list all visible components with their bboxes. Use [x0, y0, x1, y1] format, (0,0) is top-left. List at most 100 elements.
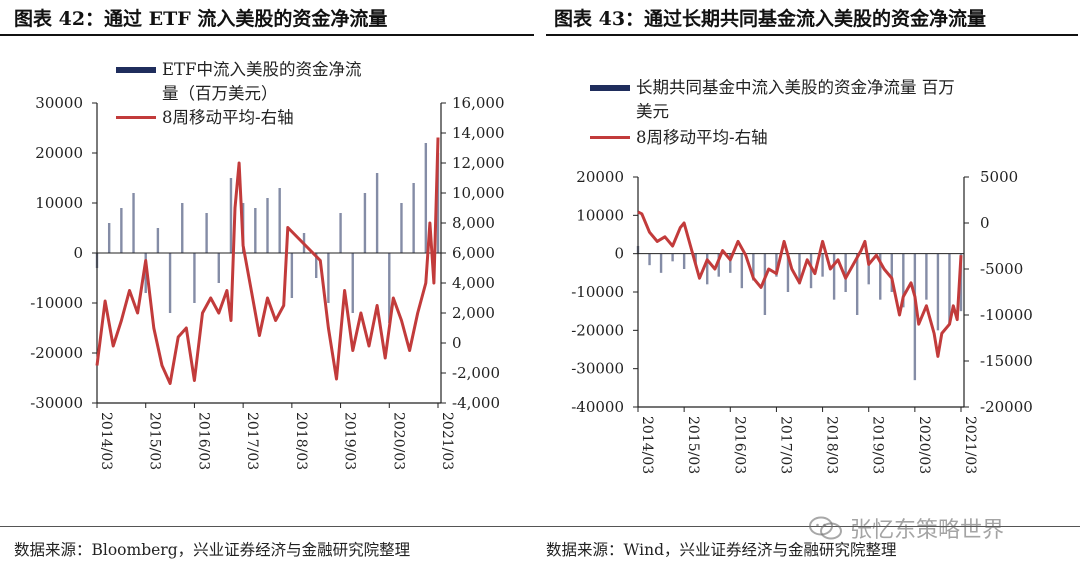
mf-bar-16	[821, 253, 824, 277]
etf-left-tick-label-2: 10000	[35, 194, 83, 212]
etf-x-tick-label-5: 2019/03	[342, 412, 358, 470]
etf-right-tick-label-1: 14,000	[452, 124, 505, 142]
mf-x-tick-label-1: 2015/03	[685, 416, 701, 474]
mf-left-tick-label-3: -10000	[571, 283, 624, 301]
mf-bar-23	[902, 253, 905, 308]
etf-bar-22	[363, 193, 367, 253]
etf-bar-7	[181, 203, 184, 253]
etf-flow-chart: 30000 20000 10000 0 -10000 -20000 -30000 16,000…	[30, 94, 505, 470]
etf-line-series	[95, 137, 440, 385]
mf-left-tick-label-4: -20000	[571, 321, 624, 339]
mf-right-tick-label-5: -20000	[980, 398, 1033, 416]
mf-bar-series	[636, 246, 963, 381]
mf-bar-8	[729, 253, 732, 273]
mf-bar-17	[832, 253, 836, 300]
mf-x-tick-label-5: 2019/03	[870, 416, 886, 474]
etf-right-tick-label-7: 2,000	[452, 304, 495, 322]
etf-bar-28	[436, 153, 440, 253]
mf-bar-9	[740, 253, 744, 289]
mf-line-series	[637, 210, 963, 358]
etf-x-tick-label-0: 2014/03	[98, 412, 114, 470]
mf-bar-3	[671, 253, 674, 262]
etf-x-tick-label-2: 2016/03	[195, 412, 211, 470]
legend-bar-label: ETF中流入美股的资金净流 量（百万美元）	[162, 60, 362, 103]
legend-line-label: 8周移动平均-右轴	[636, 128, 768, 147]
etf-bar-25	[400, 203, 403, 253]
mf-bar-6	[706, 253, 709, 285]
legend-bar-swatch	[590, 85, 630, 91]
etf-bar-3	[132, 193, 135, 253]
etf-bar-series	[95, 143, 440, 323]
mf-left-tick-label-5: -30000	[571, 360, 624, 378]
chart-panel-etf: 图表 42：通过 ETF 流入美股的资金净流量 30000 20000 10000 0…	[0, 0, 540, 525]
legend-line-entry: 8周移动平均-右轴	[116, 106, 294, 130]
etf-left-tick-label-3: 0	[73, 244, 83, 262]
etf-bar-5	[156, 228, 160, 253]
etf-bar-21	[351, 253, 354, 313]
mf-bar-20	[867, 253, 870, 285]
legend-line-swatch	[590, 136, 630, 139]
etf-bar-8	[193, 253, 196, 303]
chart-panel-mutual-fund: 图表 43：通过长期共同基金流入美股的资金净流量 20000 10000 0 -100…	[540, 0, 1080, 525]
etf-right-tick-label-9: -2,000	[452, 364, 500, 382]
source-note-right: 数据来源：Wind，兴业证券经济与金融研究院整理	[546, 541, 897, 559]
etf-left-tick-label-5: -20000	[30, 344, 83, 362]
etf-left-tick-label-6: -30000	[30, 394, 83, 412]
title-underline	[0, 34, 534, 36]
etf-bar-11	[229, 178, 233, 253]
mf-bar-24	[913, 253, 917, 381]
etf-bar-9	[205, 213, 208, 253]
etf-bar-19	[327, 253, 330, 303]
mf-bar-26	[936, 253, 940, 331]
mf-right-tick-label-1: 0	[980, 214, 990, 232]
legend-bar-entry: ETF中流入美股的资金净流 量（百万美元）	[116, 58, 416, 106]
mf-left-tick-label-6: -40000	[571, 398, 624, 416]
mf-bar-7	[717, 253, 720, 277]
etf-bar-13	[254, 208, 257, 253]
etf-bar-2	[120, 208, 123, 253]
figure-title: 图表 43：通过长期共同基金流入美股的资金净流量	[554, 8, 987, 30]
footer-divider	[0, 526, 1080, 527]
etf-right-tick-label-2: 12,000	[452, 154, 505, 172]
mf-bar-21	[879, 253, 882, 300]
legend-bar-entry: 长期共同基金中流入美股的资金净流量 百万 美元	[590, 76, 1050, 124]
etf-x-tick-label-6: 2020/03	[390, 412, 406, 470]
watermark: 张忆东策略世界	[808, 512, 1004, 544]
etf-right-tick-label-10: -4,000	[452, 394, 500, 412]
etf-bar-27	[424, 143, 428, 253]
etf-right-tick-label-3: 10,000	[452, 184, 505, 202]
etf-right-tick-label-8: 0	[452, 334, 462, 352]
etf-bar-18	[315, 253, 318, 278]
mf-x-tick-label-4: 2018/03	[824, 416, 840, 474]
title-underline	[546, 34, 1078, 36]
source-note-left: 数据来源：Bloomberg，兴业证券经济与金融研究院整理	[14, 541, 411, 559]
mf-bar-18	[844, 253, 847, 292]
wechat-icon	[809, 516, 842, 540]
legend-bar-label: 长期共同基金中流入美股的资金净流量 百万 美元	[636, 78, 955, 121]
mf-bar-27	[948, 253, 951, 323]
etf-right-tick-label-0: 16,000	[452, 94, 505, 112]
mf-x-tick-label-6: 2020/03	[916, 416, 932, 474]
mf-bar-22	[890, 253, 893, 292]
mf-bar-4	[682, 253, 686, 269]
legend-line-swatch	[116, 116, 156, 119]
mf-bar-13	[786, 253, 790, 292]
mutual-fund-flow-chart: 20000 10000 0 -10000 -20000 -30000 -40000 5000 0…	[571, 168, 1033, 474]
etf-bar-20	[339, 213, 342, 253]
mf-bar-14	[798, 253, 801, 285]
watermark-text: 张忆东策略世界	[850, 518, 1005, 543]
etf-bar-23	[375, 173, 379, 253]
etf-left-tick-label-4: -10000	[30, 294, 83, 312]
etf-bar-26	[412, 183, 415, 253]
mf-bar-1	[648, 253, 651, 266]
etf-bar-14	[266, 198, 269, 253]
mf-right-tick-label-0: 5000	[980, 168, 1018, 186]
mf-x-tick-label-0: 2014/03	[639, 416, 655, 474]
etf-right-tick-label-6: 4,000	[452, 274, 495, 292]
mf-bar-11	[763, 253, 767, 315]
etf-right-tick-label-4: 8,000	[452, 214, 495, 232]
etf-x-tick-label-4: 2018/03	[293, 412, 309, 470]
etf-bar-16	[290, 253, 294, 298]
figure-title: 图表 42：通过 ETF 流入美股的资金净流量	[14, 8, 388, 30]
legend-line-entry: 8周移动平均-右轴	[590, 126, 768, 150]
